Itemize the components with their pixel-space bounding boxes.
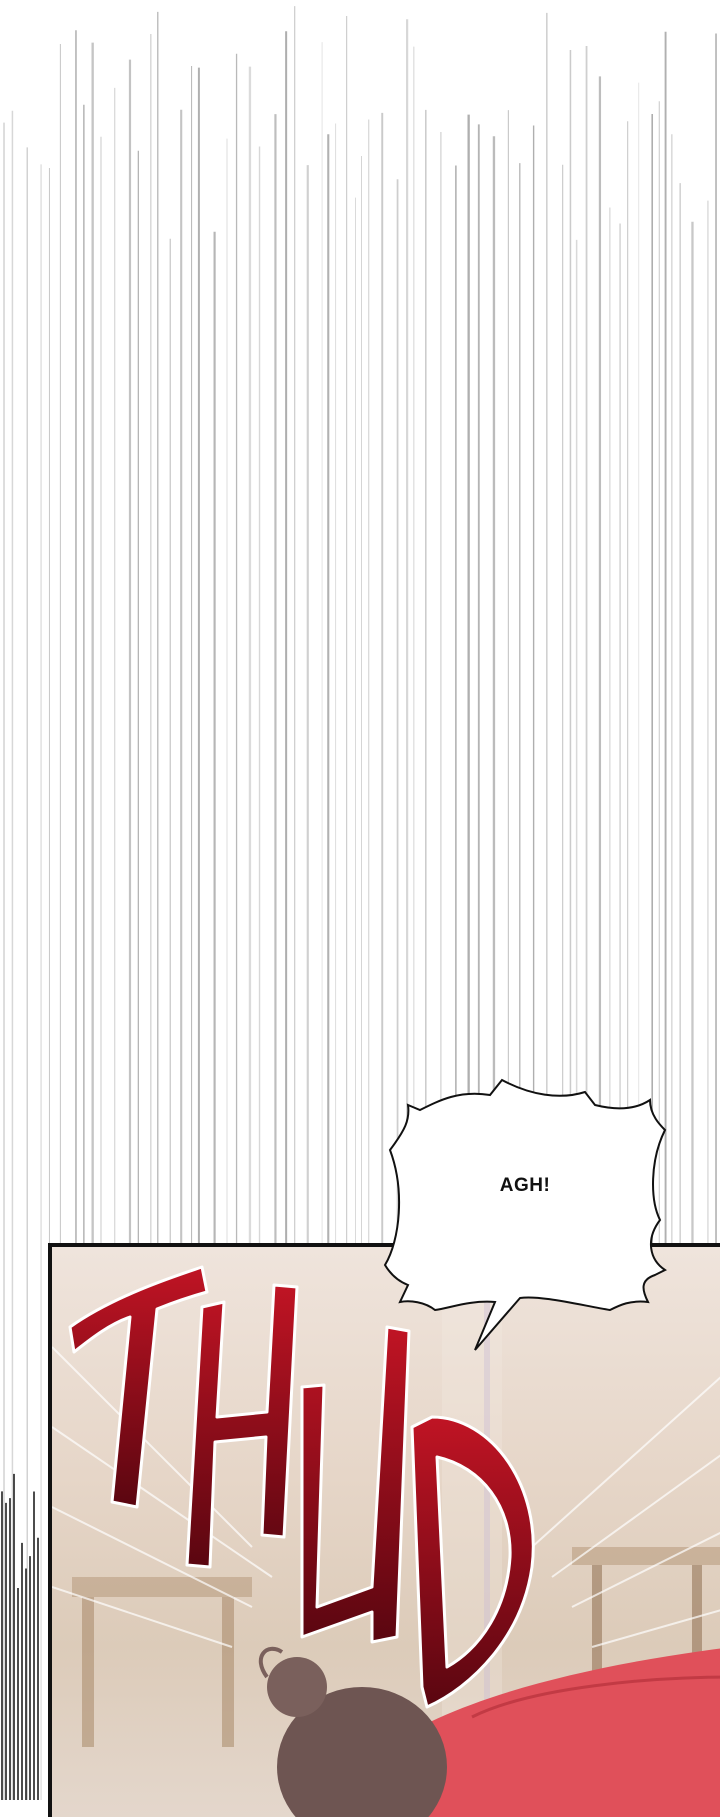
- thud-sound-effect: [68, 1265, 535, 1709]
- speech-bubble-text: AGH!: [499, 1175, 551, 1196]
- character-figure: [258, 1646, 720, 1817]
- impact-lines: [52, 1346, 720, 1648]
- speech-bubble: [383, 1078, 667, 1351]
- comic-panel: [48, 1243, 720, 1817]
